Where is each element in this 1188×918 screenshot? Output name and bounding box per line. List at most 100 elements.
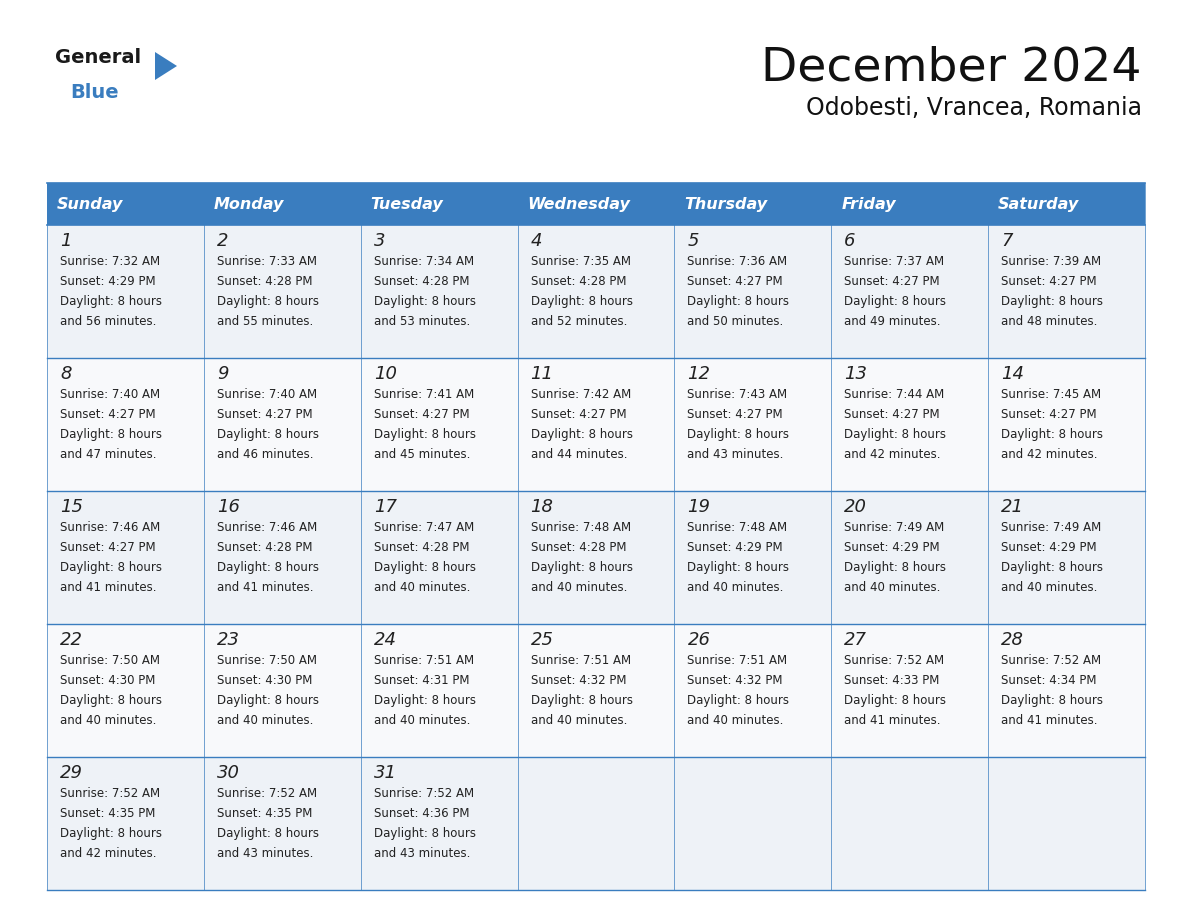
Text: Daylight: 8 hours: Daylight: 8 hours	[61, 561, 162, 574]
Text: and 41 minutes.: and 41 minutes.	[217, 581, 314, 594]
Text: Daylight: 8 hours: Daylight: 8 hours	[1001, 295, 1104, 308]
Text: and 43 minutes.: and 43 minutes.	[217, 847, 314, 860]
Text: Daylight: 8 hours: Daylight: 8 hours	[217, 428, 318, 441]
Text: Sunrise: 7:41 AM: Sunrise: 7:41 AM	[374, 388, 474, 401]
Bar	[361, 225, 518, 358]
Bar	[361, 183, 518, 225]
Text: Sunrise: 7:33 AM: Sunrise: 7:33 AM	[217, 255, 317, 268]
Text: Sunrise: 7:51 AM: Sunrise: 7:51 AM	[531, 654, 631, 667]
Text: Sunset: 4:27 PM: Sunset: 4:27 PM	[845, 275, 940, 288]
Text: 8: 8	[61, 365, 71, 383]
Text: 17: 17	[374, 498, 397, 516]
Text: and 40 minutes.: and 40 minutes.	[688, 581, 784, 594]
Text: Sunrise: 7:42 AM: Sunrise: 7:42 AM	[531, 388, 631, 401]
Text: Sunrise: 7:46 AM: Sunrise: 7:46 AM	[61, 521, 160, 534]
Text: 1: 1	[61, 232, 71, 250]
Text: Sunset: 4:27 PM: Sunset: 4:27 PM	[845, 408, 940, 421]
Text: and 50 minutes.: and 50 minutes.	[688, 315, 784, 328]
Text: Sunset: 4:27 PM: Sunset: 4:27 PM	[1001, 275, 1097, 288]
Text: Daylight: 8 hours: Daylight: 8 hours	[217, 295, 318, 308]
Text: 25: 25	[531, 631, 554, 649]
Text: and 40 minutes.: and 40 minutes.	[374, 581, 470, 594]
Bar	[988, 225, 1145, 358]
Text: Daylight: 8 hours: Daylight: 8 hours	[688, 295, 790, 308]
Text: Daylight: 8 hours: Daylight: 8 hours	[374, 827, 475, 840]
Text: 29: 29	[61, 764, 83, 782]
Bar	[518, 491, 675, 624]
Text: Sunset: 4:27 PM: Sunset: 4:27 PM	[531, 408, 626, 421]
Bar	[832, 491, 988, 624]
Text: Sunrise: 7:39 AM: Sunrise: 7:39 AM	[1001, 255, 1101, 268]
Text: 7: 7	[1001, 232, 1012, 250]
Bar	[518, 624, 675, 757]
Text: Sunrise: 7:32 AM: Sunrise: 7:32 AM	[61, 255, 160, 268]
Text: 21: 21	[1001, 498, 1024, 516]
Bar	[832, 757, 988, 890]
Bar	[675, 183, 832, 225]
Bar	[361, 757, 518, 890]
Text: and 40 minutes.: and 40 minutes.	[217, 714, 314, 727]
Text: and 55 minutes.: and 55 minutes.	[217, 315, 314, 328]
Text: and 40 minutes.: and 40 minutes.	[61, 714, 157, 727]
Text: 19: 19	[688, 498, 710, 516]
Text: Daylight: 8 hours: Daylight: 8 hours	[845, 694, 947, 707]
Text: Daylight: 8 hours: Daylight: 8 hours	[845, 295, 947, 308]
Text: Sunrise: 7:47 AM: Sunrise: 7:47 AM	[374, 521, 474, 534]
Text: 5: 5	[688, 232, 699, 250]
Text: and 53 minutes.: and 53 minutes.	[374, 315, 470, 328]
Text: Saturday: Saturday	[998, 196, 1080, 211]
Text: Sunrise: 7:44 AM: Sunrise: 7:44 AM	[845, 388, 944, 401]
Text: 9: 9	[217, 365, 228, 383]
Text: Sunrise: 7:34 AM: Sunrise: 7:34 AM	[374, 255, 474, 268]
Text: and 40 minutes.: and 40 minutes.	[1001, 581, 1098, 594]
Bar	[48, 183, 204, 225]
Text: and 40 minutes.: and 40 minutes.	[688, 714, 784, 727]
Bar	[204, 225, 361, 358]
Text: 26: 26	[688, 631, 710, 649]
Bar	[204, 183, 361, 225]
Text: and 40 minutes.: and 40 minutes.	[531, 581, 627, 594]
Text: and 49 minutes.: and 49 minutes.	[845, 315, 941, 328]
Bar	[518, 183, 675, 225]
Text: Sunrise: 7:50 AM: Sunrise: 7:50 AM	[61, 654, 160, 667]
Bar	[832, 358, 988, 491]
Bar	[675, 358, 832, 491]
Text: Sunset: 4:27 PM: Sunset: 4:27 PM	[1001, 408, 1097, 421]
Text: and 40 minutes.: and 40 minutes.	[845, 581, 941, 594]
Text: and 56 minutes.: and 56 minutes.	[61, 315, 157, 328]
Text: Sunday: Sunday	[57, 196, 124, 211]
Bar	[204, 757, 361, 890]
Text: Sunrise: 7:35 AM: Sunrise: 7:35 AM	[531, 255, 631, 268]
Bar	[48, 225, 204, 358]
Bar	[988, 183, 1145, 225]
Bar	[675, 624, 832, 757]
Text: Sunrise: 7:36 AM: Sunrise: 7:36 AM	[688, 255, 788, 268]
Bar	[361, 624, 518, 757]
Text: and 52 minutes.: and 52 minutes.	[531, 315, 627, 328]
Bar	[832, 183, 988, 225]
Text: Daylight: 8 hours: Daylight: 8 hours	[531, 428, 632, 441]
Text: Sunset: 4:27 PM: Sunset: 4:27 PM	[217, 408, 312, 421]
Text: and 41 minutes.: and 41 minutes.	[61, 581, 157, 594]
Text: 6: 6	[845, 232, 855, 250]
Bar	[675, 757, 832, 890]
Text: and 42 minutes.: and 42 minutes.	[845, 448, 941, 461]
Text: Sunset: 4:35 PM: Sunset: 4:35 PM	[217, 807, 312, 820]
Text: and 40 minutes.: and 40 minutes.	[374, 714, 470, 727]
Text: Friday: Friday	[841, 196, 896, 211]
Text: Daylight: 8 hours: Daylight: 8 hours	[531, 694, 632, 707]
Bar	[204, 358, 361, 491]
Text: Sunrise: 7:52 AM: Sunrise: 7:52 AM	[845, 654, 944, 667]
Text: and 41 minutes.: and 41 minutes.	[1001, 714, 1098, 727]
Text: Sunrise: 7:45 AM: Sunrise: 7:45 AM	[1001, 388, 1101, 401]
Bar	[675, 225, 832, 358]
Text: Daylight: 8 hours: Daylight: 8 hours	[217, 827, 318, 840]
Text: Thursday: Thursday	[684, 196, 767, 211]
Text: Daylight: 8 hours: Daylight: 8 hours	[217, 561, 318, 574]
Text: Odobesti, Vrancea, Romania: Odobesti, Vrancea, Romania	[805, 96, 1142, 120]
Text: Daylight: 8 hours: Daylight: 8 hours	[688, 561, 790, 574]
Text: Sunset: 4:27 PM: Sunset: 4:27 PM	[374, 408, 469, 421]
Text: Daylight: 8 hours: Daylight: 8 hours	[531, 295, 632, 308]
Text: 20: 20	[845, 498, 867, 516]
Bar	[48, 624, 204, 757]
